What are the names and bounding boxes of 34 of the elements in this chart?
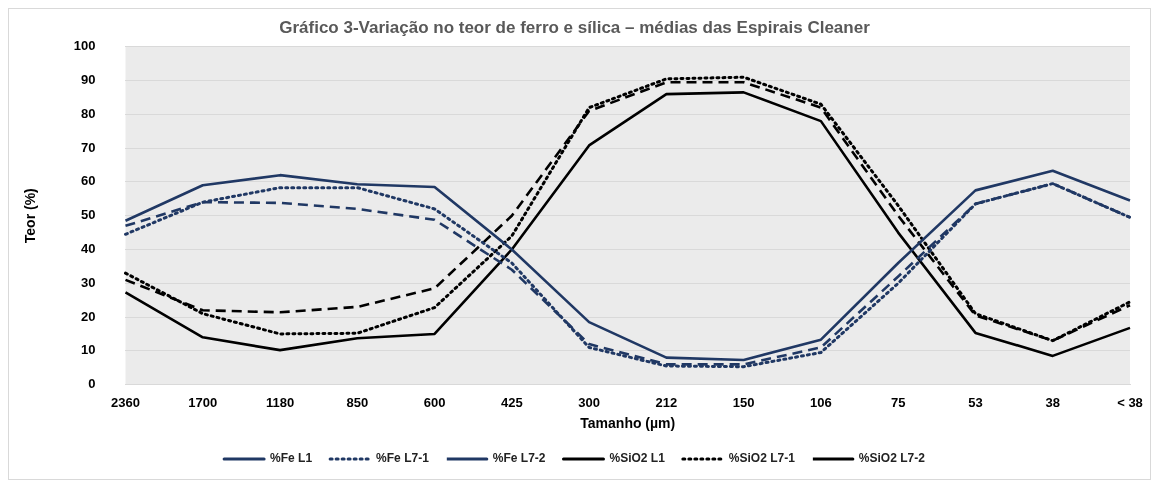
y-tick-label: 100 <box>73 38 96 54</box>
x-tick-label: 300 <box>578 394 600 410</box>
x-tick-label: 212 <box>655 394 678 410</box>
y-tick-label: 10 <box>81 342 96 358</box>
legend-label: %Fe L7-2 <box>492 451 546 466</box>
x-tick-label: 2360 <box>111 394 140 410</box>
x-tick-label: 1700 <box>188 394 218 410</box>
x-tick-label: 106 <box>810 394 832 410</box>
y-tick-label: 30 <box>81 274 96 290</box>
x-tick-label: 38 <box>1045 394 1060 410</box>
x-tick-label: 850 <box>346 394 369 410</box>
legend-label: %SiO2 L7-2 <box>858 451 926 466</box>
legend-label: %Fe L7-1 <box>376 451 430 466</box>
y-tick-label: 20 <box>81 308 96 324</box>
x-tick-label: 1180 <box>265 394 295 410</box>
y-tick-label: 40 <box>81 241 96 257</box>
y-tick-label: 80 <box>81 105 96 121</box>
y-tick-label: 0 <box>88 376 96 392</box>
y-tick-label: 70 <box>81 139 96 155</box>
x-tick-label: 150 <box>732 394 755 410</box>
x-axis-title: Tamanho (µm) <box>580 415 676 432</box>
x-tick-label: 75 <box>890 394 906 410</box>
x-tick-label: 600 <box>423 394 446 410</box>
y-tick-label: 60 <box>81 173 96 189</box>
x-tick-label: < 38 <box>1117 394 1143 410</box>
chart-title: Gráfico 3-Variação no teor de ferro e sílica – médias das Espirais Cleaner <box>279 18 871 38</box>
y-tick-label: 90 <box>81 72 96 88</box>
legend-label: %SiO2 L1 <box>609 451 666 466</box>
y-axis-title: Teor (%) <box>22 188 39 244</box>
legend-label: %SiO2 L7-1 <box>728 451 796 466</box>
x-tick-label: 425 <box>500 394 523 410</box>
y-tick-label: 50 <box>81 207 96 223</box>
x-tick-label: 53 <box>968 394 983 410</box>
legend-label: %Fe L1 <box>270 451 313 466</box>
